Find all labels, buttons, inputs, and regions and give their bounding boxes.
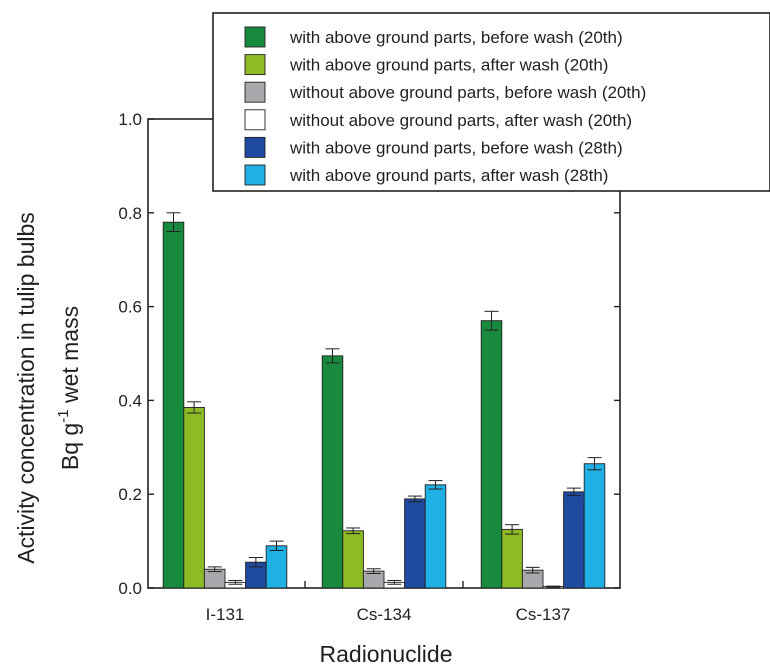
y-axis-title-line1: Activity concentration in tulip bulbs bbox=[13, 212, 39, 564]
legend-label: with above ground parts, before wash (20… bbox=[289, 28, 623, 47]
legend-swatch bbox=[244, 109, 266, 131]
legend-swatch bbox=[244, 26, 266, 48]
legend-label: with above ground parts, before wash (28… bbox=[289, 138, 623, 157]
legend-swatch bbox=[244, 136, 266, 158]
y-axis: 0.0 0.2 0.4 0.6 0.8 1.0 bbox=[118, 110, 620, 598]
bar bbox=[563, 491, 585, 589]
legend-swatch bbox=[244, 81, 266, 103]
bar bbox=[321, 355, 344, 589]
y-axis-title-unit: Bq g bbox=[57, 423, 83, 470]
bars bbox=[162, 212, 606, 589]
legend-label: without above ground parts, before wash … bbox=[289, 83, 646, 102]
x-tick-label: Cs-134 bbox=[357, 605, 412, 624]
bar bbox=[183, 406, 205, 589]
bar bbox=[342, 530, 364, 589]
legend: with above ground parts, before wash (20… bbox=[212, 12, 770, 192]
x-tick-label: Cs-137 bbox=[516, 605, 571, 624]
bar bbox=[480, 320, 503, 589]
legend-box bbox=[212, 12, 770, 192]
bar bbox=[265, 545, 288, 589]
x-axis-title: Radionuclide bbox=[320, 641, 453, 666]
legend-label: with above ground parts, after wash (20t… bbox=[289, 56, 608, 75]
legend-swatch bbox=[244, 54, 266, 76]
bar bbox=[424, 484, 447, 589]
y-tick-label: 0.0 bbox=[118, 579, 142, 598]
y-tick-label: 0.4 bbox=[118, 391, 142, 410]
y-axis-title-line2: Bq g-1 wet mass bbox=[55, 306, 83, 470]
bar bbox=[404, 498, 426, 589]
legend-swatch bbox=[244, 164, 266, 186]
y-axis-title-suffix: wet mass bbox=[57, 306, 83, 410]
bar bbox=[162, 221, 185, 589]
y-tick-label: 0.6 bbox=[118, 298, 142, 317]
y-tick-label: 0.2 bbox=[118, 485, 142, 504]
y-tick-label: 1.0 bbox=[118, 110, 142, 129]
legend-label: without above ground parts, after wash (… bbox=[289, 111, 632, 130]
bar bbox=[501, 528, 523, 589]
y-tick-label: 0.8 bbox=[118, 204, 142, 223]
legend-label: with above ground parts, after wash (28t… bbox=[289, 166, 608, 185]
y-axis-title-exponent: -1 bbox=[55, 409, 72, 422]
bar bbox=[583, 463, 606, 589]
x-tick-label: I-131 bbox=[206, 605, 245, 624]
x-axis: I-131 Cs-134 Cs-137 bbox=[206, 119, 571, 624]
